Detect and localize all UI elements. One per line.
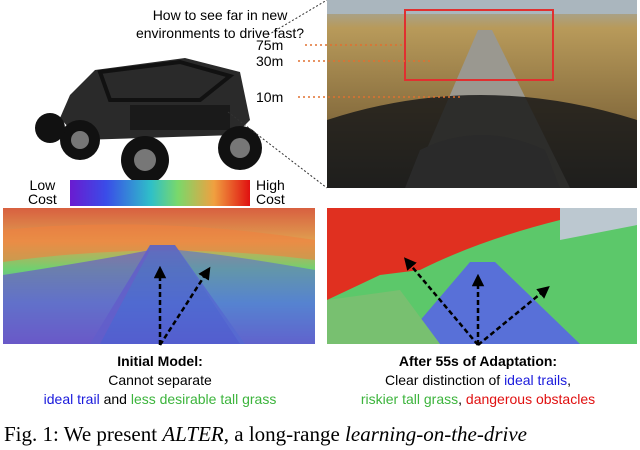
panel-heading: Initial Model:	[117, 353, 203, 369]
panel-text: Clear distinction of	[385, 372, 501, 388]
distance-label: 10m	[256, 89, 284, 105]
colorbar-high: High Cost	[256, 178, 285, 206]
question: How to see far in new environments to dr…	[120, 6, 320, 42]
arrows	[153, 257, 550, 346]
vehicle	[35, 58, 262, 184]
distance-label: 30m	[256, 53, 284, 69]
label-obstacles: dangerous obstacles	[465, 391, 596, 407]
connector	[267, 0, 328, 36]
colorbar	[70, 180, 250, 206]
label-grass: less desirable tall grass	[130, 391, 277, 407]
initial-cost-map	[3, 208, 315, 344]
panel-line: Cannot separate	[108, 372, 212, 388]
punctuation: ,	[458, 391, 463, 407]
panel-description: After 55s of Adaptation: Clear distincti…	[318, 352, 638, 409]
caption: Fig. 1: We present ALTER, a long-range l…	[4, 422, 527, 447]
panel-heading: After 55s of Adaptation:	[398, 353, 558, 369]
label-trail: ideal trail	[43, 391, 100, 407]
colorbar-text: High	[256, 177, 285, 193]
connector-word: and	[103, 391, 127, 407]
colorbar-text: Low	[29, 177, 56, 193]
panel-line: riskier tall grass, dangerous obstacles	[318, 390, 638, 409]
camera-photo	[327, 0, 637, 188]
panel-description: Initial Model: Cannot separate ideal tra…	[0, 352, 320, 409]
label-trail: ideal trails	[504, 372, 568, 388]
caption-text: Fig. 1: We present	[4, 422, 158, 446]
caption-text: , a long-range	[223, 422, 340, 446]
label-grass: riskier tall grass	[360, 391, 459, 407]
question-line: environments to drive fast?	[135, 25, 305, 41]
question-line: How to see far in new	[152, 7, 288, 23]
colorbar-text: Cost	[28, 191, 57, 207]
colorbar-low: Low Cost	[28, 178, 57, 206]
panel-line: Clear distinction of ideal trails,	[318, 371, 638, 390]
punctuation: ,	[567, 372, 571, 388]
distance-label: 75m	[256, 37, 284, 53]
connector	[227, 111, 328, 189]
distance-lines	[298, 44, 460, 98]
colorbar-text: Cost	[256, 191, 285, 207]
panel-line: ideal trail and less desirable tall gras…	[0, 390, 320, 409]
caption-text: learning-on-the-drive	[345, 422, 527, 446]
adapted-cost-map	[327, 208, 637, 344]
caption-text: ALTER	[162, 422, 224, 446]
